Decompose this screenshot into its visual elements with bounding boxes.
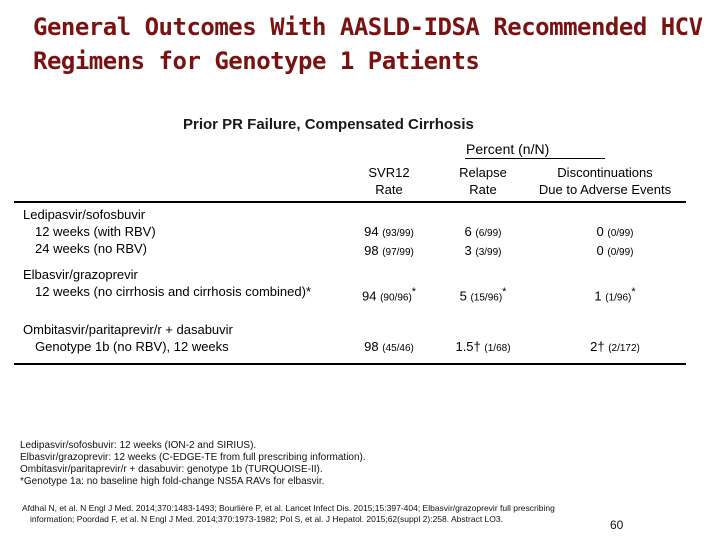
table-cell-discontinuation: 2† (2/172)	[560, 338, 670, 357]
cell-value: 5	[459, 288, 467, 304]
cell-n: (1/68)	[484, 343, 511, 354]
footnote-mark: *	[631, 286, 636, 298]
regimen-name: Elbasvir/grazoprevir	[23, 267, 138, 282]
footnote-line: Elbasvir/grazoprevir: 12 weeks (C-EDGE-T…	[20, 452, 366, 463]
cell-value: 94	[364, 224, 379, 239]
table-cell-svr: 94 (93/99) 98 (97/99)	[344, 223, 434, 261]
cell-line: 94 (93/99)	[344, 223, 434, 242]
slide-title-line2: Regimens for Genotype 1 Patients	[33, 47, 480, 75]
cell-n: (45/46)	[382, 343, 414, 354]
footnote-line: *Genotype 1a: no baseline high fold-chan…	[20, 476, 325, 487]
regimen-detail: Genotype 1b (no RBV), 12 weeks	[35, 339, 229, 354]
table-cell-discontinuation: 1 (1/96)*	[570, 284, 660, 306]
footnote-line: Ombitasvir/paritaprevir/r + dasabuvir: g…	[20, 464, 323, 475]
page-number: 60	[610, 518, 624, 532]
regimen-name: Ombitasvir/paritaprevir/r + dasabuvir	[23, 322, 233, 337]
table-cell-svr: 94 (90/96)*	[344, 284, 434, 306]
table-cell-relapse: 6 (6/99) 3 (3/99)	[437, 223, 529, 261]
table-cell-relapse: 5 (15/96)*	[437, 284, 529, 306]
cell-value: 0	[596, 243, 604, 258]
cell-line: 6 (6/99)	[437, 223, 529, 242]
footnotes: Ledipasvir/sofosbuvir: 12 weeks (ION-2 a…	[20, 440, 366, 488]
column-header-discontinuations: Discontinuations Due to Adverse Events	[530, 164, 680, 198]
regimen-name: Ledipasvir/sofosbuvir	[23, 207, 146, 222]
cell-line: 98 (97/99)	[344, 242, 434, 261]
footnote-mark: *	[502, 286, 507, 298]
slide-title: General Outcomes With AASLD-IDSA Recomme…	[33, 10, 713, 78]
column-header-svr-line1: SVR12	[368, 165, 410, 180]
cell-n: (3/99)	[475, 247, 502, 258]
table-cell-relapse: 1.5† (1/68)	[437, 338, 529, 357]
reference-line: Afdhal N, et al. N Engl J Med. 2014;370:…	[22, 503, 555, 513]
cell-value: 2†	[590, 339, 605, 354]
cell-line: 0 (0/99)	[570, 223, 660, 242]
cell-line: 0 (0/99)	[570, 242, 660, 261]
cell-value: 94	[362, 288, 377, 304]
regimen-detail: 12 weeks (with RBV)	[35, 224, 156, 239]
cell-n: (0/99)	[607, 247, 634, 258]
column-header-relapse-line2: Rate	[469, 182, 497, 197]
table-row-label: Ombitasvir/paritaprevir/r + dasabuvir Ge…	[23, 321, 233, 355]
cell-n: (6/99)	[475, 228, 502, 239]
cell-n: (1/96)	[605, 292, 632, 304]
table-cell-svr: 98 (45/46)	[344, 338, 434, 357]
column-header-svr: SVR12 Rate	[344, 164, 434, 198]
table-row-label: Elbasvir/grazoprevir 12 weeks (no cirrho…	[23, 266, 311, 300]
regimen-detail: 12 weeks (no cirrhosis and cirrhosis com…	[35, 284, 312, 299]
cell-value: 98	[364, 339, 379, 354]
cell-value: 98	[364, 243, 379, 258]
column-header-disc-line2: Due to Adverse Events	[538, 182, 672, 197]
regimen-detail: 24 weeks (no RBV)	[35, 241, 147, 256]
cell-value: 0	[596, 224, 604, 239]
cell-n: (90/96)	[380, 292, 412, 304]
cell-value: 1.5†	[455, 339, 481, 354]
column-header-svr-line2: Rate	[375, 182, 403, 197]
table-bottom-rule	[14, 363, 686, 365]
references: Afdhal N, et al. N Engl J Med. 2014;370:…	[22, 503, 592, 525]
cell-n: (2/172)	[608, 343, 640, 354]
column-header-relapse-line1: Relapse	[459, 165, 507, 180]
cell-n: (0/99)	[607, 228, 634, 239]
cell-n: (15/96)	[470, 292, 503, 304]
column-header-relapse: Relapse Rate	[437, 164, 529, 198]
table-top-rule	[14, 201, 686, 203]
percent-header: Percent (n/N)	[466, 141, 550, 157]
reference-line: information; Poordad F, et al. N Engl J …	[30, 514, 503, 524]
table-cell-discontinuation: 0 (0/99) 0 (0/99)	[570, 223, 660, 261]
cell-value: 6	[464, 224, 472, 239]
footnote-mark: *	[411, 286, 416, 298]
cell-value: 3	[464, 243, 472, 258]
table-row-label: Ledipasvir/sofosbuvir 12 weeks (with RBV…	[23, 206, 156, 257]
cell-n: (97/99)	[382, 247, 414, 258]
footnote-line: Ledipasvir/sofosbuvir: 12 weeks (ION-2 a…	[20, 440, 257, 451]
header-rule	[465, 158, 605, 159]
column-header-disc-line1: Discontinuations	[557, 165, 653, 180]
cell-n: (93/99)	[382, 228, 414, 239]
cell-value: 1	[594, 288, 602, 304]
slide-title-line1: General Outcomes With AASLD-IDSA Recomme…	[33, 13, 703, 41]
table-title: Prior PR Failure, Compensated Cirrhosis	[183, 116, 474, 133]
cell-line: 3 (3/99)	[437, 242, 529, 261]
